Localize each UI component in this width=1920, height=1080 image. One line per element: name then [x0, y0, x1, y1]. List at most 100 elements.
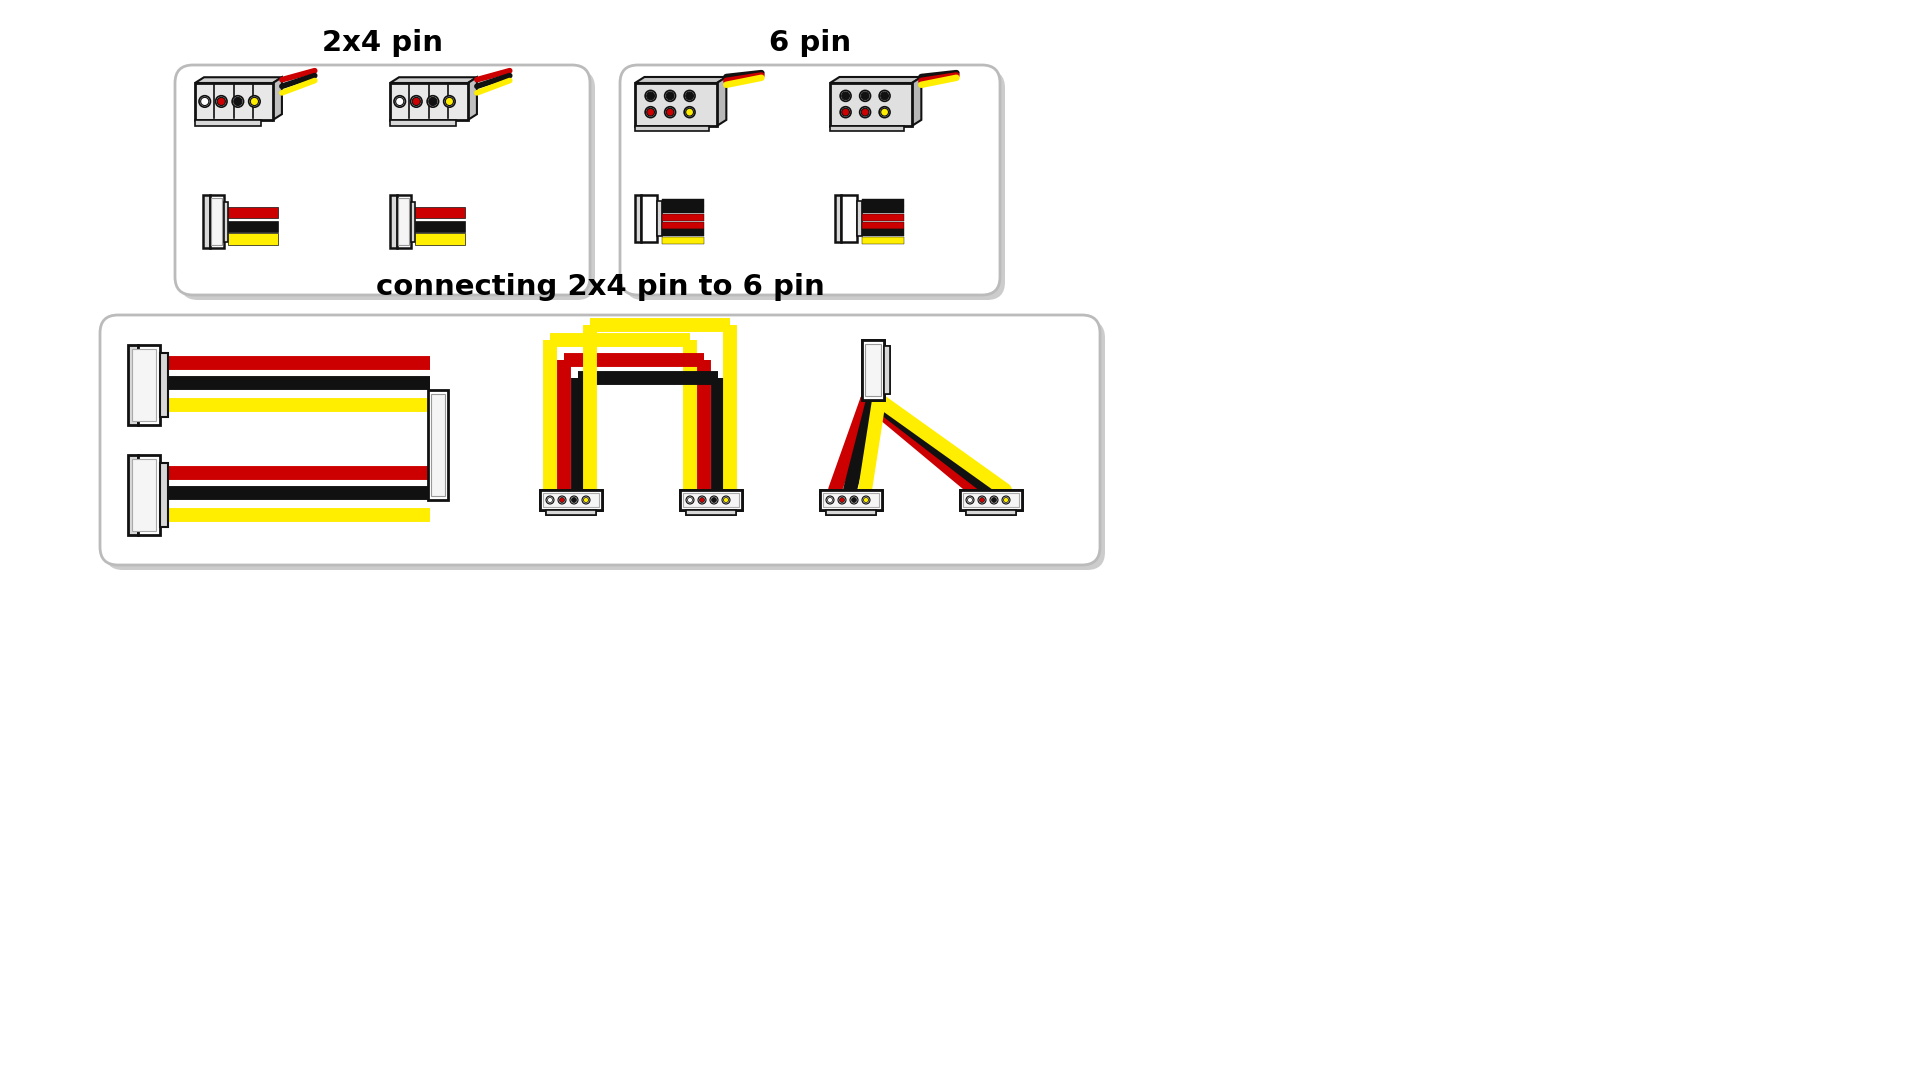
- Circle shape: [444, 96, 455, 107]
- Circle shape: [685, 496, 693, 504]
- Circle shape: [991, 496, 998, 504]
- Circle shape: [584, 498, 589, 502]
- Circle shape: [968, 498, 973, 502]
- Bar: [829, 126, 904, 132]
- Bar: [824, 492, 879, 507]
- Bar: [866, 345, 881, 396]
- Circle shape: [645, 107, 657, 118]
- Polygon shape: [196, 78, 282, 83]
- Polygon shape: [636, 77, 726, 83]
- Circle shape: [426, 96, 438, 107]
- Bar: [862, 340, 883, 400]
- Circle shape: [839, 498, 845, 502]
- Bar: [129, 345, 138, 426]
- Bar: [415, 220, 465, 232]
- Bar: [680, 490, 741, 510]
- Circle shape: [862, 92, 870, 99]
- Bar: [132, 459, 156, 531]
- Circle shape: [841, 107, 851, 118]
- Circle shape: [232, 96, 244, 107]
- Circle shape: [862, 496, 870, 504]
- Bar: [411, 202, 415, 242]
- FancyBboxPatch shape: [175, 65, 589, 295]
- Bar: [228, 220, 278, 232]
- Circle shape: [445, 97, 453, 106]
- Circle shape: [879, 91, 891, 102]
- Bar: [204, 195, 209, 248]
- Circle shape: [712, 498, 716, 502]
- Circle shape: [881, 108, 889, 116]
- Circle shape: [250, 97, 259, 106]
- Circle shape: [828, 498, 833, 502]
- Circle shape: [647, 92, 655, 99]
- Bar: [159, 353, 169, 417]
- Bar: [430, 394, 445, 496]
- Circle shape: [559, 498, 564, 502]
- Circle shape: [200, 96, 211, 107]
- Circle shape: [851, 496, 858, 504]
- Bar: [862, 199, 904, 206]
- Circle shape: [966, 496, 973, 504]
- Circle shape: [722, 496, 730, 504]
- Circle shape: [860, 91, 870, 102]
- Circle shape: [699, 496, 707, 504]
- Bar: [228, 206, 278, 218]
- Circle shape: [724, 498, 728, 502]
- FancyBboxPatch shape: [106, 320, 1106, 570]
- Circle shape: [413, 97, 420, 106]
- Circle shape: [1002, 496, 1010, 504]
- Circle shape: [837, 496, 847, 504]
- Bar: [862, 229, 904, 237]
- Circle shape: [411, 96, 422, 107]
- Circle shape: [864, 498, 868, 502]
- Bar: [964, 492, 1020, 507]
- Circle shape: [684, 91, 695, 102]
- Bar: [826, 510, 876, 515]
- Circle shape: [396, 97, 403, 106]
- Bar: [883, 346, 891, 394]
- Text: 6 pin: 6 pin: [768, 29, 851, 57]
- Bar: [159, 463, 169, 527]
- Circle shape: [699, 498, 705, 502]
- Circle shape: [547, 498, 553, 502]
- Circle shape: [860, 107, 870, 118]
- Circle shape: [968, 498, 973, 502]
- Circle shape: [839, 498, 845, 502]
- Text: connecting 2x4 pin to 6 pin: connecting 2x4 pin to 6 pin: [376, 273, 824, 301]
- Circle shape: [966, 496, 973, 504]
- Circle shape: [851, 496, 858, 504]
- Circle shape: [685, 496, 693, 504]
- Bar: [835, 195, 841, 242]
- Circle shape: [1002, 496, 1010, 504]
- Bar: [684, 492, 739, 507]
- Circle shape: [217, 97, 225, 106]
- FancyBboxPatch shape: [180, 70, 595, 300]
- Bar: [662, 221, 705, 229]
- Bar: [841, 195, 856, 242]
- Polygon shape: [390, 78, 476, 83]
- Bar: [397, 195, 411, 248]
- Bar: [862, 340, 883, 400]
- Circle shape: [841, 91, 851, 102]
- Circle shape: [559, 496, 566, 504]
- Circle shape: [977, 496, 987, 504]
- Circle shape: [979, 498, 985, 502]
- Circle shape: [1004, 498, 1008, 502]
- Bar: [685, 510, 735, 515]
- Circle shape: [837, 496, 847, 504]
- Circle shape: [699, 498, 705, 502]
- Bar: [540, 490, 603, 510]
- Circle shape: [547, 498, 553, 502]
- Bar: [138, 455, 159, 535]
- Bar: [138, 345, 159, 426]
- Circle shape: [699, 496, 707, 504]
- Circle shape: [851, 498, 856, 502]
- Circle shape: [647, 108, 655, 116]
- Bar: [657, 201, 662, 235]
- Circle shape: [724, 498, 728, 502]
- Circle shape: [826, 496, 833, 504]
- Circle shape: [559, 496, 566, 504]
- Circle shape: [666, 108, 674, 116]
- Circle shape: [862, 108, 870, 116]
- Bar: [960, 490, 1021, 510]
